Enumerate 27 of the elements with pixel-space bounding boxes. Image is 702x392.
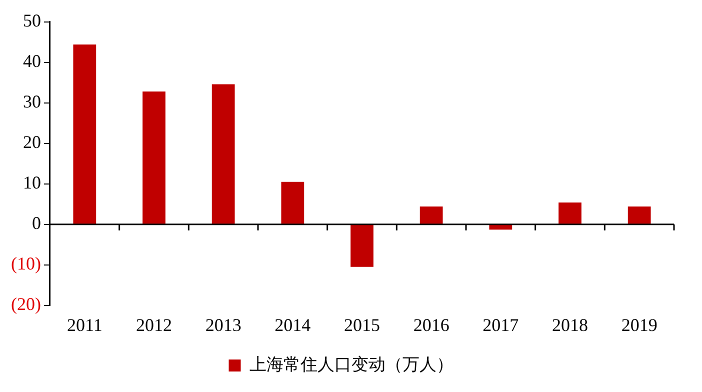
x-tick-label: 2016	[413, 314, 450, 335]
bar	[628, 206, 651, 224]
bar	[142, 91, 166, 224]
x-tick-label: 2017	[482, 314, 519, 335]
x-tick-label: 2019	[621, 314, 658, 335]
bar	[212, 84, 235, 224]
x-tick-label: 2013	[205, 314, 242, 335]
bar	[350, 224, 374, 267]
y-tick-label: (20)	[10, 294, 41, 314]
x-tick-label: 2015	[344, 314, 380, 335]
x-tick-label: 2011	[66, 314, 102, 335]
x-tick-label: 2014	[274, 314, 311, 335]
x-tick-label: 2012	[136, 314, 172, 335]
y-tick-label: (10)	[10, 254, 41, 274]
y-tick-label: 30	[22, 92, 41, 112]
y-tick-label: 50	[22, 10, 41, 31]
y-tick-label: 0	[32, 213, 41, 234]
bar	[489, 224, 512, 230]
y-tick-label: 10	[22, 172, 41, 193]
y-tick-label: 40	[22, 51, 41, 72]
bar	[281, 182, 304, 224]
bar	[73, 44, 96, 224]
legend-label: 上海常住人口变动（万人）	[249, 354, 454, 374]
x-tick-label: 2018	[552, 314, 588, 335]
bar	[420, 206, 443, 224]
y-tick-label: 20	[22, 132, 41, 152]
bar	[558, 202, 582, 224]
